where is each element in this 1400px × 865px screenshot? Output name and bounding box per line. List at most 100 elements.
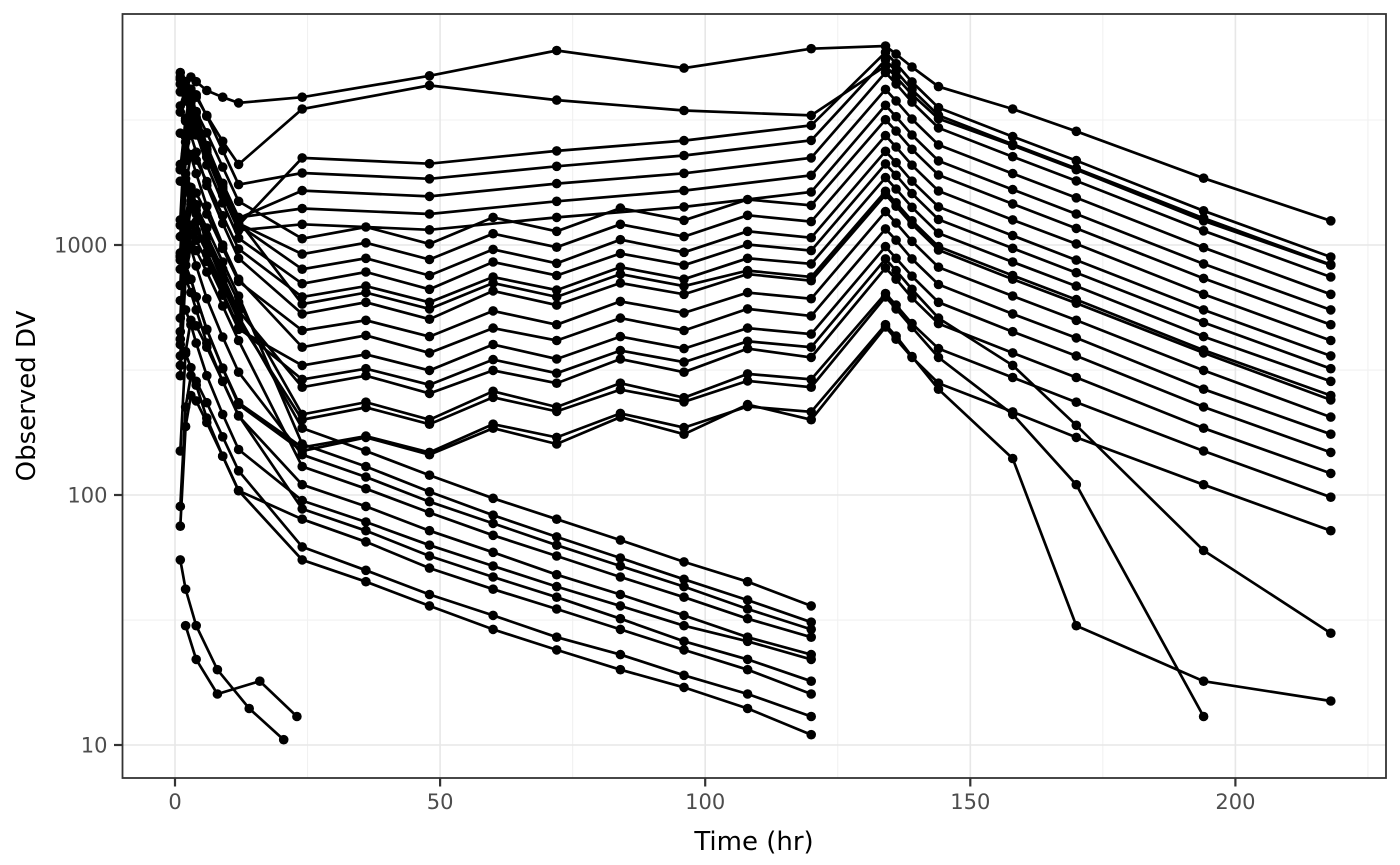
data-point <box>1198 305 1209 315</box>
data-point <box>615 219 626 230</box>
data-point <box>191 321 201 331</box>
data-point <box>424 254 435 265</box>
data-point <box>806 232 816 243</box>
data-point <box>297 514 308 524</box>
data-point <box>551 242 562 252</box>
data-point <box>361 370 371 381</box>
data-point <box>615 331 626 342</box>
data-point <box>806 293 816 304</box>
data-point <box>907 97 917 107</box>
data-point <box>217 363 228 373</box>
subject-series <box>175 251 1336 706</box>
data-point <box>297 542 308 552</box>
data-point <box>1071 333 1082 343</box>
data-point <box>806 216 816 227</box>
data-point <box>679 325 689 336</box>
data-point <box>361 431 371 441</box>
data-point <box>297 342 308 353</box>
data-point <box>551 95 562 105</box>
y-tick-label: 100 <box>67 484 107 508</box>
data-point <box>488 392 498 403</box>
data-point <box>742 369 753 379</box>
data-point <box>742 576 753 587</box>
data-point <box>806 259 816 269</box>
data-point <box>202 176 212 187</box>
data-point <box>1198 216 1209 226</box>
data-point <box>212 689 223 699</box>
data-point <box>1007 215 1018 225</box>
data-point <box>361 267 371 277</box>
data-point <box>233 410 244 421</box>
data-point <box>551 292 562 302</box>
data-point <box>742 703 753 714</box>
data-point <box>1007 140 1018 151</box>
data-point <box>615 203 626 213</box>
data-point <box>202 147 212 157</box>
data-point <box>742 632 753 642</box>
data-point <box>180 113 191 124</box>
data-point <box>880 100 891 111</box>
data-point <box>679 260 689 271</box>
data-point <box>742 287 753 298</box>
data-point <box>233 315 244 326</box>
data-point <box>191 396 201 406</box>
data-point <box>551 258 562 269</box>
data-point <box>217 281 228 291</box>
data-point <box>615 601 626 611</box>
data-point <box>679 592 689 602</box>
data-point <box>933 186 944 196</box>
data-point <box>202 247 212 258</box>
data-point <box>1326 447 1336 458</box>
data-point <box>1007 372 1018 383</box>
data-point <box>615 278 626 288</box>
data-point <box>806 407 816 417</box>
data-point <box>880 41 891 51</box>
data-point <box>1071 372 1082 383</box>
data-point <box>424 380 435 390</box>
data-point <box>1198 173 1209 183</box>
data-point <box>1007 131 1018 142</box>
series-line <box>179 255 1332 703</box>
data-point <box>679 308 689 318</box>
subject-series <box>175 220 816 635</box>
data-point <box>233 291 244 301</box>
subject-series <box>180 620 302 722</box>
data-point <box>361 517 371 527</box>
data-point <box>488 339 498 350</box>
data-point <box>679 645 689 655</box>
data-point <box>891 184 901 194</box>
data-point <box>615 589 626 600</box>
data-point <box>424 507 435 518</box>
data-point <box>891 49 901 59</box>
data-point <box>679 343 689 354</box>
data-point <box>233 179 244 190</box>
data-point <box>202 293 212 304</box>
data-point <box>424 540 435 550</box>
data-point <box>1007 199 1018 209</box>
data-point <box>1326 335 1336 346</box>
data-point <box>191 654 201 665</box>
x-tick-label: 50 <box>427 790 454 814</box>
data-point <box>679 231 689 242</box>
data-point <box>297 325 308 336</box>
data-point <box>742 689 753 699</box>
data-point <box>424 71 435 81</box>
data-point <box>424 470 435 481</box>
data-point <box>1326 216 1336 226</box>
data-point <box>488 323 498 333</box>
data-point <box>297 423 308 434</box>
data-point <box>488 493 498 504</box>
data-point <box>488 306 498 316</box>
data-point <box>1071 209 1082 219</box>
data-point <box>907 236 917 247</box>
data-point <box>488 518 498 529</box>
data-point <box>891 111 901 122</box>
data-point <box>424 331 435 342</box>
x-tick-label: 150 <box>950 790 990 814</box>
data-point <box>191 261 201 271</box>
data-point <box>488 286 498 296</box>
data-point <box>933 156 944 166</box>
data-point <box>615 613 626 624</box>
data-point <box>933 170 944 180</box>
